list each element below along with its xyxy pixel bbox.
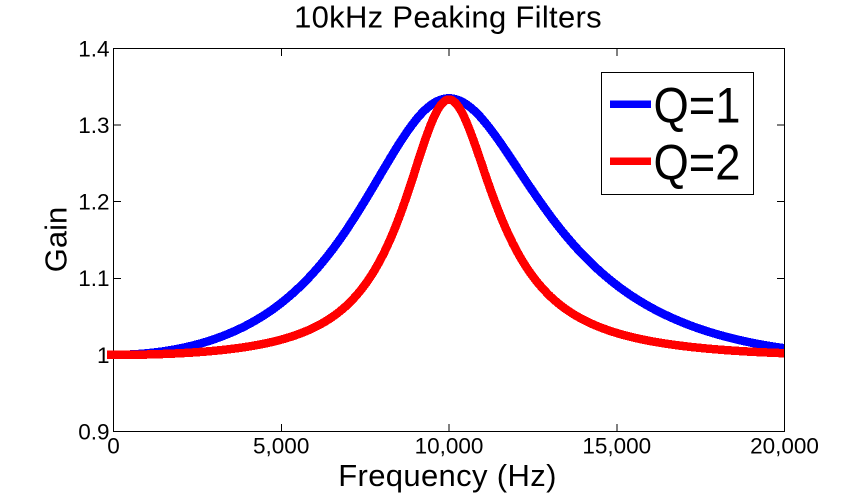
svg-text:Q=1: Q=1 xyxy=(654,78,741,134)
svg-text:1.1: 1.1 xyxy=(78,266,109,291)
svg-text:15,000: 15,000 xyxy=(582,433,651,458)
svg-text:1: 1 xyxy=(97,343,110,368)
svg-text:5,000: 5,000 xyxy=(253,433,309,458)
svg-text:1.2: 1.2 xyxy=(78,190,109,215)
svg-text:1.3: 1.3 xyxy=(78,113,109,138)
svg-text:10kHz Peaking Filters: 10kHz Peaking Filters xyxy=(294,0,602,35)
svg-text:Gain: Gain xyxy=(39,207,74,272)
svg-text:1.4: 1.4 xyxy=(78,36,109,61)
svg-text:20,000: 20,000 xyxy=(750,433,819,458)
svg-text:Q=2: Q=2 xyxy=(654,135,741,191)
svg-text:Frequency (Hz): Frequency (Hz) xyxy=(338,458,557,493)
svg-text:0: 0 xyxy=(107,433,120,458)
svg-text:10,000: 10,000 xyxy=(415,433,484,458)
svg-text:0.9: 0.9 xyxy=(78,419,109,444)
